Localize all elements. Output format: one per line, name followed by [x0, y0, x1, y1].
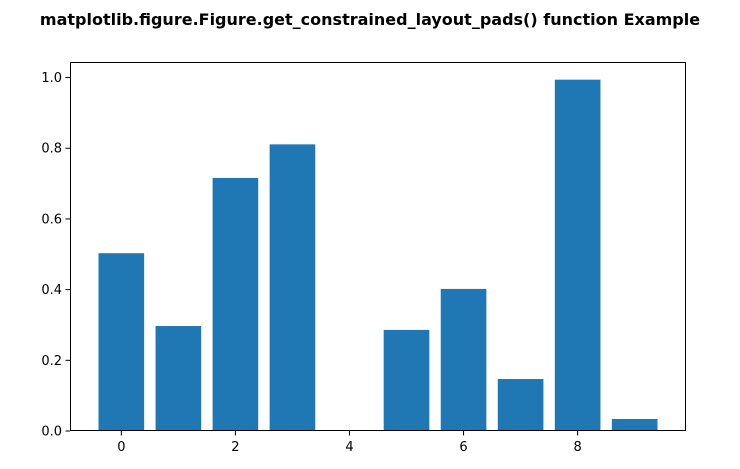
bar-0 [98, 253, 145, 431]
axes-frame [70, 62, 686, 431]
chart-title: matplotlib.figure.Figure.get_constrained… [39, 10, 701, 29]
x-tick-label: 4 [345, 440, 353, 455]
bar-8 [554, 79, 601, 431]
x-axis-ticks: 0 2 4 6 8 [117, 431, 582, 455]
bar-3 [269, 144, 316, 431]
bar-5 [383, 329, 430, 431]
y-tick-label: 0.4 [41, 283, 62, 298]
bar-2 [212, 177, 259, 431]
y-tick-label: 0.8 [41, 142, 62, 157]
x-tick-label: 0 [117, 440, 125, 455]
y-tick-label: 0.0 [41, 425, 62, 440]
x-tick-label: 6 [459, 440, 467, 455]
bar-6 [440, 288, 487, 431]
bar-1 [155, 326, 202, 431]
y-axis-ticks: 0.0 0.2 0.4 0.6 0.8 1.0 [41, 71, 70, 440]
y-tick-label: 1.0 [41, 71, 62, 86]
x-tick-label: 8 [573, 440, 581, 455]
bar-9 [611, 418, 658, 431]
x-tick-label: 2 [231, 440, 239, 455]
bar-7 [497, 379, 544, 431]
y-tick-label: 0.6 [41, 212, 62, 227]
y-tick-label: 0.2 [41, 354, 62, 369]
bars-group [98, 79, 658, 431]
